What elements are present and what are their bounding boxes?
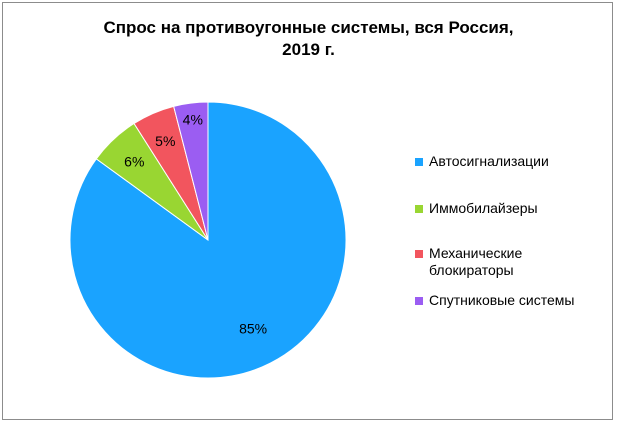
legend-swatch-sputnikovye-sistemy	[415, 297, 423, 305]
chart-title: Спрос на противоугонные системы, вся Рос…	[3, 17, 614, 61]
legend-label-line-2: блокираторы	[429, 262, 514, 278]
legend-swatch-mekhanicheskie-blokiratory	[415, 250, 423, 258]
data-label-avtosignalizatsii: 85%	[239, 321, 267, 337]
legend-label-mekhanicheskie-blokiratory: Механические блокираторы	[429, 245, 522, 279]
data-label-immobilayzery: 6%	[124, 154, 144, 170]
legend-swatch-avtosignalizatsii	[415, 158, 423, 166]
legend-swatch-immobilayzery	[415, 205, 423, 213]
data-label-sputnikovye-sistemy: 4%	[183, 112, 203, 128]
legend-label-line-1: Механические	[429, 245, 523, 261]
chart-title-line-2: 2019 г.	[282, 40, 335, 59]
chart-title-line-1: Спрос на противоугонные системы, вся Рос…	[103, 18, 514, 37]
legend-label-sputnikovye-sistemy: Спутниковые системы	[429, 292, 575, 308]
pie-chart: 85% 6% 5% 4%	[69, 101, 347, 379]
chart-area: Спрос на противоугонные системы, вся Рос…	[2, 2, 613, 420]
data-label-mekhanicheskie-blokiratory: 5%	[155, 133, 175, 149]
legend-label-immobilayzery: Иммобилайзеры	[429, 200, 538, 216]
legend-label-avtosignalizatsii: Автосигнализации	[429, 153, 549, 169]
pie-slice-sputnikovye-sistemy	[173, 101, 209, 241]
pie-slice-avtosignalizatsii	[69, 101, 347, 379]
